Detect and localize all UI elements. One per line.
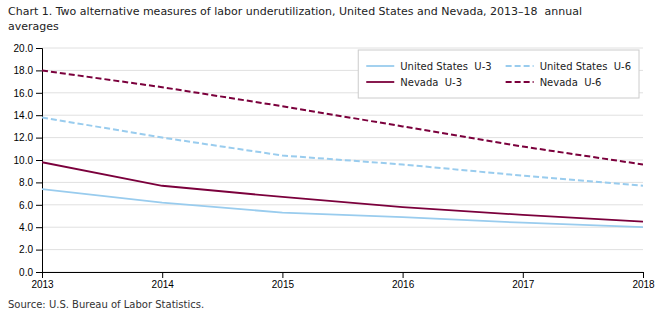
grid-line — [42, 160, 643, 161]
y-tick-label: 18.0 — [14, 65, 34, 76]
x-tick-mark — [282, 272, 283, 278]
y-tick-mark — [36, 272, 42, 273]
source-note: Source: U.S. Bureau of Labor Statistics. — [8, 299, 204, 310]
x-tick-mark — [643, 272, 644, 278]
grid-line — [42, 204, 643, 205]
y-tick: 4.0 — [19, 222, 42, 233]
y-tick: 10.0 — [14, 155, 42, 166]
y-tick: 18.0 — [14, 65, 42, 76]
y-tick-mark — [36, 182, 42, 183]
x-tick-mark — [42, 272, 43, 278]
y-tick-label: 10.0 — [14, 155, 34, 166]
grid-line — [42, 182, 643, 183]
legend-item: United States U-3 — [366, 61, 491, 72]
x-tick-label: 2016 — [392, 279, 415, 290]
title: Chart 1. Two alternative measures of lab… — [8, 5, 582, 18]
grid-line — [42, 115, 643, 116]
series-line — [42, 70, 643, 164]
legend-swatch — [506, 65, 534, 67]
legend-box — [358, 50, 639, 98]
legend-swatch — [506, 81, 534, 83]
x-tick-mark — [162, 272, 163, 278]
plot: 0.0 2.0 4.0 6.0 8.0 10.0 12.0 14.0 16.0 18.0 20.0 2… — [14, 43, 656, 290]
y-tick-label: 8.0 — [19, 177, 33, 188]
legend-item: United States U-6 — [506, 61, 631, 72]
y-tick-mark — [36, 138, 42, 139]
x-tick: 2017 — [512, 272, 535, 290]
y-tick: 16.0 — [14, 88, 42, 99]
y-tick-mark — [36, 250, 42, 251]
y-axis-line — [36, 49, 43, 273]
x-tick-label: 2017 — [512, 279, 535, 290]
y-tick: 6.0 — [19, 200, 42, 211]
grid-line — [42, 48, 643, 49]
y-tick-mark — [36, 160, 42, 161]
y-tick-label: 20.0 — [14, 43, 34, 54]
x-axis: 2013 2014 2015 2016 2017 2018 — [31, 272, 655, 290]
series-line — [42, 162, 643, 221]
y-tick-label: 2.0 — [19, 244, 33, 255]
legend-label: United States U-3 — [400, 61, 491, 72]
series-line — [42, 189, 643, 227]
x-tick-label: 2014 — [152, 279, 175, 290]
x-axis-line — [43, 273, 644, 279]
y-tick-label: 6.0 — [19, 200, 33, 211]
y-tick-mark — [36, 227, 42, 228]
legend: United States U-3 United States U-6 Nevada… — [358, 50, 639, 98]
x-tick: 2014 — [152, 272, 175, 290]
x-tick-label: 2013 — [31, 279, 54, 290]
y-tick: 0.0 — [19, 267, 42, 278]
legend-label: United States U-6 — [540, 61, 631, 72]
legend-swatch — [366, 81, 394, 83]
legend-label: Nevada U-6 — [540, 77, 602, 88]
y-tick: 20.0 — [14, 43, 42, 54]
subtitle: averages — [8, 20, 59, 33]
grid-line — [42, 249, 643, 250]
y-tick-label: 0.0 — [19, 267, 33, 278]
legend-item: Nevada U-6 — [506, 77, 602, 88]
x-tick-label: 2015 — [272, 279, 295, 290]
y-tick: 2.0 — [19, 244, 42, 255]
y-tick-mark — [36, 115, 42, 116]
grid-line — [42, 137, 643, 138]
x-tick: 2018 — [632, 272, 655, 290]
y-tick-label: 12.0 — [14, 132, 34, 143]
x-tick: 2015 — [272, 272, 295, 290]
x-tick: 2013 — [31, 272, 54, 290]
legend-swatch — [366, 65, 394, 67]
grid-line — [42, 227, 643, 228]
y-tick-mark — [36, 205, 42, 206]
grid — [42, 48, 643, 272]
x-tick-mark — [523, 272, 524, 278]
y-tick-label: 16.0 — [14, 88, 34, 99]
legend-label: Nevada U-3 — [400, 77, 462, 88]
y-tick: 14.0 — [14, 110, 42, 121]
y-tick-mark — [36, 93, 42, 94]
x-tick-mark — [403, 272, 404, 278]
legend-item: Nevada U-3 — [366, 77, 462, 88]
y-tick-mark — [36, 48, 42, 49]
y-tick: 8.0 — [19, 177, 42, 188]
y-tick-mark — [36, 70, 42, 71]
y-tick-label: 4.0 — [19, 222, 33, 233]
chart: Chart 1. Two alternative measures of lab… — [0, 0, 661, 314]
y-tick-label: 14.0 — [14, 110, 34, 121]
x-tick-label: 2018 — [632, 279, 655, 290]
y-axis: 0.0 2.0 4.0 6.0 8.0 10.0 12.0 14.0 16.0 18.0 20.0 — [14, 43, 43, 278]
y-tick: 12.0 — [14, 132, 42, 143]
x-tick: 2016 — [392, 272, 415, 290]
